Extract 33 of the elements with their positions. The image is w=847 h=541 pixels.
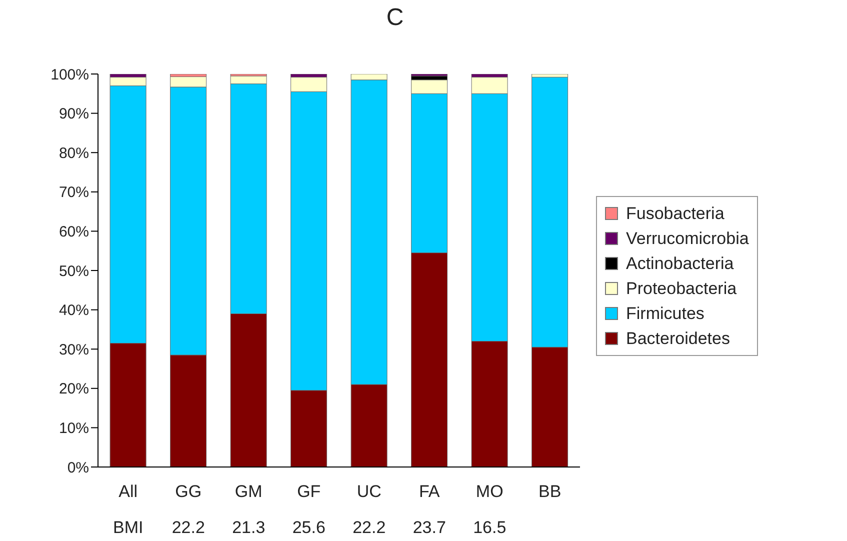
text: 21.3: [232, 518, 266, 537]
y-tick-label: 50%: [58, 262, 89, 280]
legend-label: Firmicutes: [626, 304, 704, 324]
x-tick-label: GF: [297, 482, 321, 501]
x-tick-label: GG: [175, 482, 202, 501]
legend-label: Verrucomicrobia: [626, 228, 749, 248]
legend-label: Fusobacteria: [626, 204, 724, 224]
legend-label: Proteobacteria: [626, 278, 737, 298]
x-tick-label: MO: [476, 482, 504, 501]
x-tick-label: BB: [538, 482, 562, 501]
x-tick-label: All: [118, 482, 138, 501]
text: 23.7: [412, 518, 446, 537]
text: 22.2: [352, 518, 386, 537]
chart-title: C: [385, 4, 405, 32]
y-tick-label: 0%: [67, 459, 89, 476]
y-tick-label: 100%: [50, 66, 89, 84]
x-tick-label: FA: [418, 482, 440, 501]
y-tick-label: 90%: [58, 106, 89, 123]
y-tick-label: 10%: [58, 420, 89, 438]
y-tick-label: 70%: [58, 184, 89, 202]
text: 25.6: [292, 518, 326, 537]
legend-label: Actinobacteria: [626, 254, 734, 274]
x-tick-label: UC: [356, 482, 382, 501]
y-tick-label: 80%: [58, 144, 89, 162]
y-tick-label: 20%: [58, 380, 89, 398]
text: BMI: [113, 518, 144, 537]
text: 22.2: [172, 518, 205, 537]
y-tick-label: 30%: [58, 341, 89, 358]
legend-label: Bacteroidetes: [626, 328, 730, 348]
y-tick-label: 60%: [58, 224, 89, 241]
y-tick-label: 40%: [58, 302, 89, 320]
x-tick-label: GM: [234, 482, 262, 501]
text: 16.5: [473, 518, 506, 537]
